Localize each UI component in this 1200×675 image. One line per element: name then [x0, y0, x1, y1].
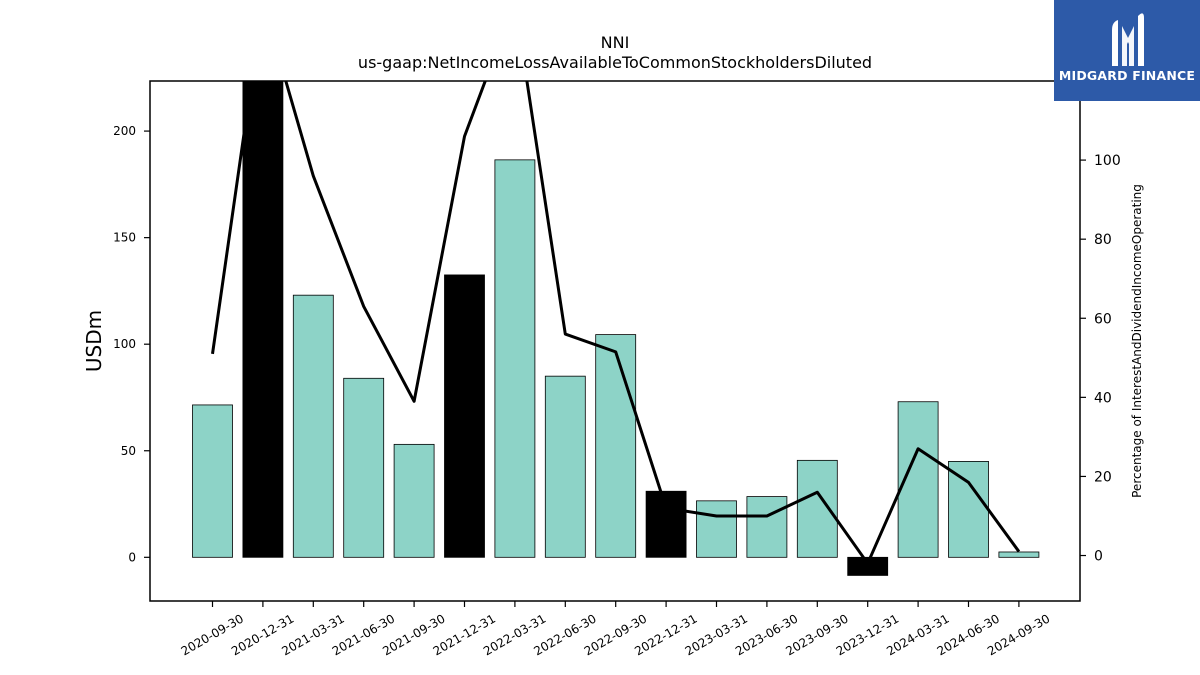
plot-frame: [149, 80, 1081, 602]
y2-tick-label: 0: [1094, 549, 1103, 565]
chart-subtitle: us-gaap:NetIncomeLossAvailableToCommonSt…: [358, 53, 872, 72]
bar-2023-09-30: [796, 459, 838, 558]
line-path: [211, 81, 1021, 565]
bar-2022-06-30: [544, 375, 586, 558]
bar-series: [192, 81, 1040, 576]
bar-2022-12-31: [645, 490, 687, 558]
bar-2022-09-30: [595, 334, 637, 558]
y2-tick-label: 80: [1094, 232, 1112, 248]
bar-2020-09-30: [192, 404, 233, 558]
logo-mark-icon: [1112, 13, 1144, 66]
bar-2024-09-30: [998, 551, 1040, 558]
y-tick-label: 200: [113, 124, 136, 138]
bar-2023-03-31: [696, 500, 737, 558]
y-axis-left: 0 50 100 150 200: [113, 124, 150, 564]
line-series: [211, 81, 1021, 565]
y2-tick-label: 100: [1094, 153, 1121, 169]
chart-title: NNI: [601, 33, 630, 52]
brand-logo: MIDGARD FINANCE: [1054, 0, 1200, 101]
y-tick-label: 100: [113, 337, 136, 351]
y2-tick-label: 20: [1094, 469, 1112, 485]
x-axis: 2020-09-302020-12-312021-03-312021-06-30…: [179, 601, 1052, 658]
bar-2021-09-30: [393, 443, 435, 558]
bar-2020-12-31: [242, 81, 284, 558]
y2-tick-label: 60: [1094, 311, 1112, 327]
bar-2024-06-30: [948, 461, 989, 558]
logo-text: MIDGARD FINANCE: [1058, 68, 1196, 83]
y2-tick-label: 40: [1094, 390, 1112, 406]
y-axis-label: USDm: [82, 310, 106, 372]
bar-2023-06-30: [746, 496, 788, 558]
y-axis-right: 0 20 40 60 80 100: [1080, 153, 1121, 565]
y-tick-label: 50: [121, 444, 136, 458]
bar-2021-03-31: [292, 294, 334, 558]
y-tick-label: 150: [113, 231, 136, 245]
bar-2023-12-31: [847, 556, 889, 576]
bar-2021-12-31: [444, 274, 485, 558]
y-tick-label: 0: [128, 550, 136, 564]
y2-axis-label: Percentage of InterestAndDividendIncomeO…: [1130, 184, 1144, 498]
bar-2022-03-31: [494, 159, 536, 558]
bar-2021-06-30: [343, 377, 385, 558]
